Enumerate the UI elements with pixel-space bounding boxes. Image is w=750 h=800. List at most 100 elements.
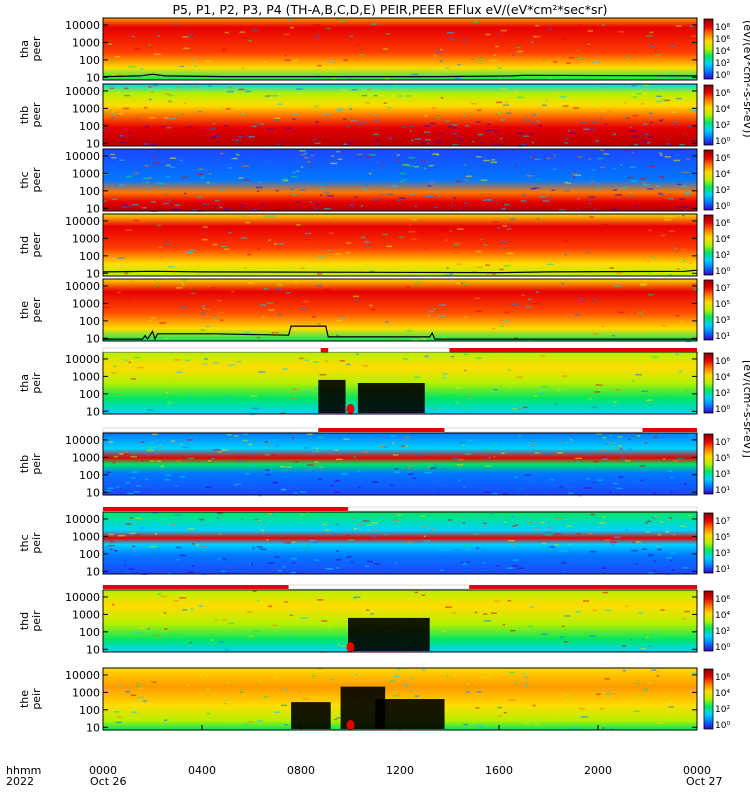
texture-speck [601, 325, 605, 328]
texture-speck [315, 388, 318, 390]
texture-speck [430, 452, 433, 455]
texture-speck [175, 371, 183, 374]
texture-speck [540, 355, 545, 357]
texture-speck [217, 558, 221, 560]
texture-speck [682, 214, 685, 217]
texture-speck [403, 358, 409, 360]
texture-speck [150, 91, 154, 93]
y-tick-label: 10 [86, 137, 100, 150]
texture-speck [647, 520, 652, 522]
texture-speck [409, 130, 412, 132]
texture-speck [346, 363, 351, 366]
texture-speck [495, 45, 499, 48]
texture-speck [596, 433, 602, 435]
texture-speck [383, 102, 387, 104]
texture-speck [179, 65, 185, 68]
texture-speck [227, 167, 232, 169]
colorbar-tick-label: 10² [715, 59, 730, 69]
texture-speck [567, 486, 570, 488]
colorbar [703, 512, 714, 574]
texture-speck [689, 409, 693, 411]
texture-speck [300, 189, 306, 191]
panel-frame [102, 148, 698, 212]
texture-speck [685, 90, 690, 93]
texture-speck [303, 156, 309, 159]
texture-speck [168, 200, 171, 202]
texture-speck [671, 111, 677, 113]
texture-speck [406, 541, 413, 543]
texture-speck [463, 202, 468, 204]
texture-speck [531, 156, 536, 158]
texture-speck [265, 512, 273, 514]
texture-speck [642, 133, 650, 135]
texture-speck [513, 559, 519, 561]
texture-speck [583, 128, 590, 131]
texture-speck [130, 378, 137, 380]
texture-speck [167, 572, 172, 575]
texture-speck [465, 544, 472, 546]
texture-speck [427, 314, 430, 317]
texture-speck [458, 459, 464, 461]
texture-speck [426, 195, 434, 198]
y-tick-label: 100 [79, 54, 100, 67]
texture-speck [476, 547, 480, 549]
texture-speck [324, 529, 330, 531]
texture-speck [424, 115, 428, 117]
texture-speck [268, 605, 273, 608]
texture-speck [580, 716, 588, 718]
texture-speck [567, 182, 571, 185]
texture-speck [105, 128, 108, 130]
texture-speck [462, 283, 468, 285]
texture-speck [236, 570, 242, 572]
texture-speck [535, 113, 538, 115]
panel-label-species: peer [30, 36, 43, 62]
texture-speck [660, 154, 663, 157]
texture-speck [514, 337, 518, 339]
texture-speck [654, 436, 658, 438]
colorbar-tick-label: 10² [715, 705, 730, 715]
texture-speck [588, 158, 592, 160]
texture-speck [343, 59, 348, 61]
texture-speck [274, 711, 281, 713]
texture-speck [338, 624, 342, 626]
texture-speck [147, 177, 153, 179]
texture-speck [248, 563, 252, 566]
texture-speck [136, 485, 142, 487]
texture-speck [617, 31, 625, 33]
texture-speck [595, 140, 600, 142]
y-tick-label: 1000 [72, 451, 100, 464]
texture-speck [347, 19, 354, 22]
texture-speck [526, 233, 529, 235]
texture-speck [657, 722, 664, 724]
texture-speck [432, 153, 439, 155]
y-tick-label: 100 [79, 548, 100, 561]
texture-speck [537, 124, 543, 127]
texture-speck [489, 131, 492, 133]
texture-speck [614, 285, 621, 287]
texture-speck [156, 284, 159, 286]
texture-speck [633, 96, 637, 98]
colorbar-tick-label: 10⁷ [715, 284, 730, 294]
texture-speck [239, 205, 245, 207]
texture-speck [435, 394, 438, 397]
texture-speck [394, 468, 399, 470]
texture-speck [457, 138, 465, 141]
texture-speck [474, 297, 480, 300]
texture-speck [239, 691, 244, 693]
texture-speck [622, 645, 627, 647]
texture-speck [411, 139, 414, 142]
texture-speck [146, 140, 149, 143]
texture-speck [629, 126, 632, 128]
texture-speck [445, 606, 452, 608]
texture-speck [602, 727, 605, 729]
texture-speck [420, 515, 426, 517]
texture-speck [283, 687, 287, 690]
spacecraft-potential-line [102, 73, 698, 78]
texture-speck [226, 86, 234, 89]
texture-speck [335, 523, 339, 526]
texture-speck [341, 452, 345, 454]
texture-speck [646, 352, 649, 355]
colorbar-tick-label: 10⁴ [715, 611, 730, 621]
texture-speck [209, 599, 213, 602]
